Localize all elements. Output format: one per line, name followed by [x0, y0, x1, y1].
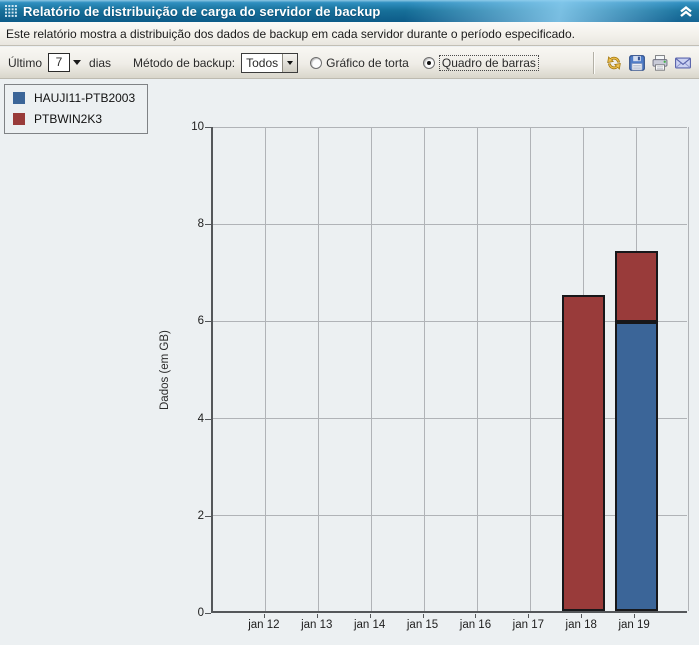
select-dropdown-button[interactable] — [282, 53, 298, 72]
x-tick-label: jan 19 — [618, 619, 650, 631]
toolbar-separator — [593, 51, 595, 74]
y-tick-label: 0 — [197, 607, 204, 619]
bar-chart-radio-label[interactable]: Quadro de barras — [438, 54, 539, 71]
email-icon[interactable] — [674, 54, 692, 72]
x-tick-label: jan 18 — [565, 619, 597, 631]
days-input[interactable]: 7 — [48, 53, 71, 72]
x-tick-label: jan 17 — [512, 619, 544, 631]
bar-segment — [614, 321, 658, 611]
chart-legend: HAUJI11-PTB2003 PTBWIN2K3 — [4, 84, 149, 134]
print-icon[interactable] — [651, 54, 669, 72]
radio-unchecked-icon[interactable] — [310, 56, 323, 69]
legend-item: HAUJI11-PTB2003 — [13, 91, 135, 105]
save-icon[interactable] — [628, 54, 646, 72]
legend-item: PTBWIN2K3 — [13, 112, 135, 126]
legend-swatch — [13, 113, 25, 125]
bar-segment — [614, 251, 658, 322]
backup-method-value: Todos — [246, 55, 279, 70]
bar-chart-radio[interactable]: Quadro de barras — [422, 54, 539, 71]
chevron-double-up-icon[interactable] — [679, 4, 693, 18]
x-tick-label: jan 12 — [248, 619, 280, 631]
grid-handle-icon — [5, 5, 17, 17]
page-title: Relatório de distribuição de carga do se… — [23, 3, 381, 19]
refresh-icon[interactable] — [605, 54, 623, 72]
legend-swatch — [13, 92, 25, 104]
toolbar: Último 7 dias Método de backup: Todos Gr… — [0, 47, 699, 79]
y-tick-label: 4 — [197, 412, 204, 425]
days-unit-label: dias — [89, 55, 112, 70]
plot-area — [211, 126, 689, 613]
backup-method-label: Método de backup: — [133, 55, 236, 70]
toolbar-actions — [605, 54, 695, 72]
y-tick-label: 2 — [197, 509, 204, 522]
x-tick-label: jan 14 — [353, 619, 386, 631]
backup-method-select[interactable]: Todos — [241, 52, 299, 73]
legend-label: PTBWIN2K3 — [34, 112, 103, 126]
x-tick-label: jan 16 — [459, 619, 492, 631]
x-tick-label: jan 15 — [406, 619, 439, 631]
pie-chart-radio-label[interactable]: Gráfico de torta — [326, 55, 409, 70]
days-dropdown-arrow-icon[interactable] — [73, 60, 82, 65]
title-bar: Relatório de distribuição de carga do se… — [0, 0, 699, 22]
radio-checked-icon[interactable] — [422, 56, 435, 69]
last-label: Último — [8, 55, 43, 70]
y-tick-label: 8 — [197, 218, 204, 231]
pie-chart-radio[interactable]: Gráfico de torta — [310, 56, 409, 70]
x-tick-label: jan 13 — [301, 619, 333, 631]
description-text: Este relatório mostra a distribuição dos… — [6, 26, 575, 41]
bar-segment — [561, 295, 605, 611]
chart-region: HAUJI11-PTB2003 PTBWIN2K3 Dados (em GB) … — [0, 79, 699, 645]
y-tick-label: 6 — [197, 315, 204, 328]
chevron-down-icon — [287, 60, 294, 65]
y-tick-label: 10 — [191, 121, 204, 133]
legend-label: HAUJI11-PTB2003 — [34, 91, 136, 105]
report-description: Este relatório mostra a distribuição dos… — [0, 22, 699, 46]
